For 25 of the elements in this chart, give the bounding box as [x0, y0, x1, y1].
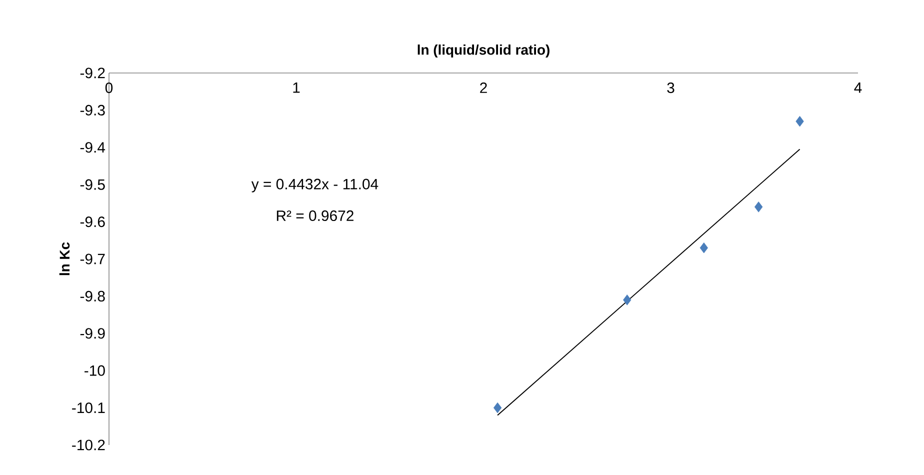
point [623, 294, 632, 306]
y-tick-label: -9.2 [80, 68, 105, 78]
x-tick-label: 3 [667, 82, 674, 94]
point [796, 116, 804, 127]
y-tick-label: -10 [84, 365, 105, 376]
y-tick-label: -9.4 [80, 142, 106, 153]
x-tick-label: 1 [293, 82, 300, 93]
point [700, 242, 708, 254]
y-tick-label: -9.5 [80, 179, 105, 190]
y-tick-label: -10.1 [72, 402, 105, 414]
point [754, 202, 763, 212]
y-tick-label: -9.7 [80, 254, 105, 264]
point [493, 402, 502, 414]
y-axis-title: ln Kc [59, 242, 70, 276]
y-tick-label: -10.2 [72, 440, 105, 450]
x-tick-label: 2 [480, 82, 487, 93]
y-tick-label: -9.8 [80, 290, 105, 302]
x-axis-title: ln (liquid/solid ratio) [418, 44, 550, 58]
y-tick-label: -9.3 [80, 104, 105, 116]
annotation: y = 0.4432x - 11.04 [251, 178, 378, 192]
annotation: R² = 0.9672 [276, 210, 354, 222]
x-tick-label: 4 [854, 82, 862, 93]
y-tick-label: -9.6 [80, 216, 105, 228]
y-tick-label: -9.9 [80, 328, 105, 339]
x-tick-label: 0 [105, 82, 113, 94]
